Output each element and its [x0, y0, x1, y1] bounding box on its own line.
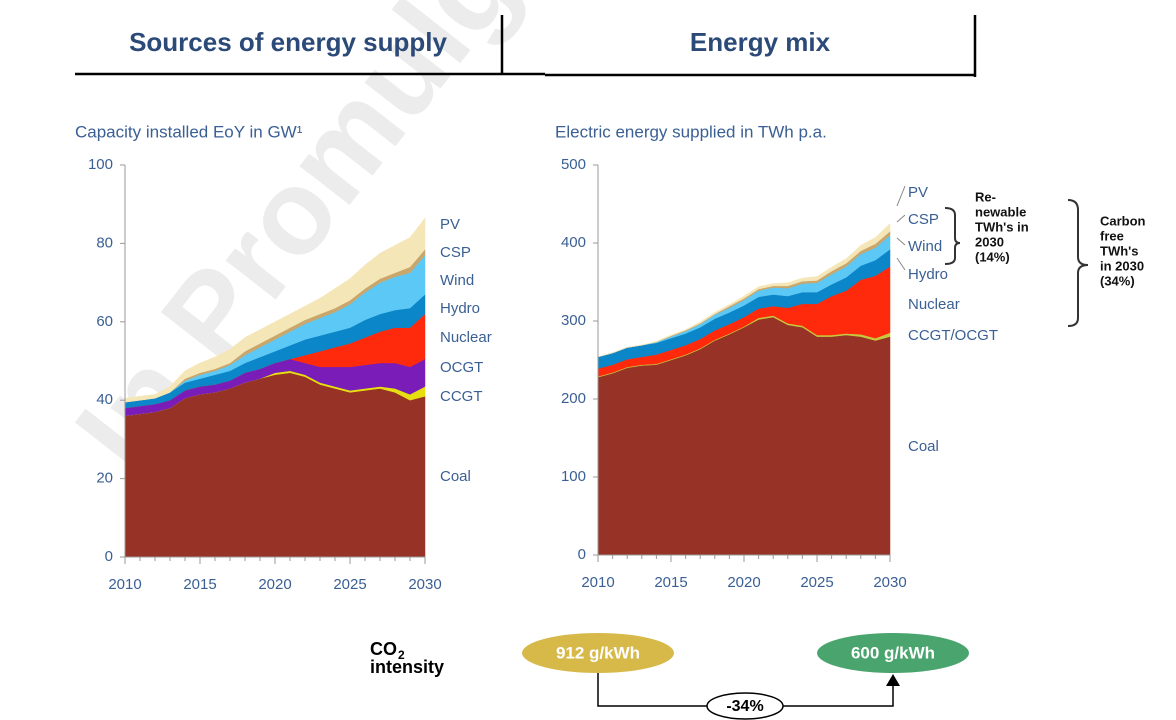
legend-label: CSP	[908, 211, 939, 228]
x-tick-label: 2010	[108, 576, 141, 593]
co2-from: 912 g/kWh	[556, 643, 640, 662]
header-rule	[75, 15, 977, 77]
y-tick-label: 400	[561, 234, 586, 251]
y-tick-label: 100	[88, 156, 113, 173]
x-tick-label: 2015	[654, 574, 687, 591]
legend-label: Hydro	[440, 300, 480, 317]
x-tick-label: 2025	[333, 576, 366, 593]
legend-label: CCGT/OCGT	[908, 327, 998, 344]
leader-lines	[896, 185, 906, 271]
annotation: Carbon	[1100, 213, 1146, 228]
legend-label: PV	[908, 184, 928, 201]
legend-label: Nuclear	[908, 296, 960, 313]
annotation: TWh's	[1100, 243, 1138, 258]
x-tick-label: 2025	[800, 574, 833, 591]
y-tick-label: 0	[105, 548, 113, 565]
bracket	[1067, 199, 1089, 327]
co2-label-sub: 2	[398, 648, 405, 662]
y-tick-label: 0	[578, 546, 586, 563]
annotation: newable	[975, 204, 1026, 219]
co2-change: -34%	[726, 698, 763, 715]
legend-label: PV	[440, 216, 460, 233]
legend-label: Nuclear	[440, 329, 492, 346]
co2-label: CO	[370, 639, 397, 659]
annotation: in 2030	[1100, 258, 1144, 273]
legend-label: Coal	[440, 468, 471, 485]
y-tick-label: 300	[561, 312, 586, 329]
badge	[706, 692, 784, 720]
header-left: Sources of energy supply	[129, 27, 447, 57]
chart-title: Capacity installed EoY in GW¹	[75, 122, 303, 141]
legend-label: CSP	[440, 244, 471, 261]
co2-to: 600 g/kWh	[851, 643, 935, 662]
y-tick-label: 60	[96, 313, 113, 330]
badge	[817, 633, 969, 673]
x-tick-label: 2015	[183, 576, 216, 593]
legend-label: Coal	[908, 438, 939, 455]
annotation: free	[1100, 228, 1124, 243]
y-tick-label: 500	[561, 156, 586, 173]
area	[124, 217, 426, 403]
legend-label: Hydro	[908, 266, 948, 283]
badge	[522, 633, 674, 673]
chart-title: Electric energy supplied in TWh p.a.	[555, 122, 827, 141]
annotation: (34%)	[1100, 273, 1135, 288]
annotation: (14%)	[975, 249, 1010, 264]
legend-label: Wind	[440, 272, 474, 289]
y-tick-label: 20	[96, 470, 113, 487]
x-tick-label: 2030	[408, 576, 441, 593]
y-tick-label: 200	[561, 390, 586, 407]
legend-label: CCGT	[440, 388, 483, 405]
header-right: Energy mix	[690, 27, 831, 57]
x-tick-label: 2010	[581, 574, 614, 591]
y-tick-label: 80	[96, 234, 113, 251]
bracket	[944, 207, 961, 265]
co2-label-line2: intensity	[370, 657, 444, 677]
area	[597, 222, 891, 358]
y-tick-label: 40	[96, 391, 113, 408]
annotation: TWh's in	[975, 219, 1029, 234]
arrow-head	[886, 674, 900, 686]
x-tick-label: 2020	[258, 576, 291, 593]
x-tick-label: 2030	[873, 574, 906, 591]
annotation: Re-	[975, 189, 996, 204]
legend-label: Wind	[908, 238, 942, 255]
annotation: 2030	[975, 234, 1004, 249]
legend-label: OCGT	[440, 359, 483, 376]
x-tick-label: 2020	[727, 574, 760, 591]
y-tick-label: 100	[561, 468, 586, 485]
